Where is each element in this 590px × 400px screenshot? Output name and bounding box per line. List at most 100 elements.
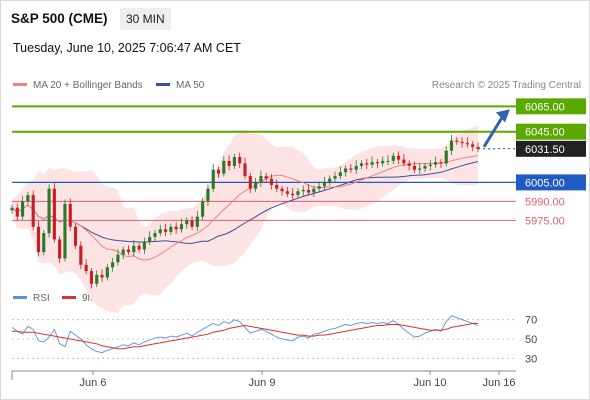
rsi-tick-label: 50 bbox=[525, 334, 537, 346]
candle-body bbox=[243, 163, 247, 177]
candle-body bbox=[370, 162, 374, 165]
candle-body bbox=[254, 182, 258, 189]
candle-body bbox=[386, 160, 390, 162]
candle-body bbox=[285, 191, 289, 194]
candle-body bbox=[344, 168, 348, 173]
candle-body bbox=[264, 176, 268, 179]
level-label-support: 5990.00 bbox=[525, 196, 565, 208]
candle-body bbox=[116, 254, 120, 263]
level-label-bg-last bbox=[516, 140, 586, 157]
level-label-resistance: 6065.00 bbox=[525, 101, 565, 113]
candle-body bbox=[47, 188, 51, 234]
candle-body bbox=[163, 229, 168, 232]
candle-body bbox=[465, 143, 469, 145]
candle-body bbox=[153, 233, 157, 237]
level-label-support: 5975.00 bbox=[525, 215, 565, 227]
candle-body bbox=[227, 160, 231, 166]
candle-body bbox=[449, 140, 454, 151]
candle-body bbox=[222, 160, 226, 174]
candle-body bbox=[280, 188, 284, 192]
candle-body bbox=[158, 229, 162, 234]
bollinger-band bbox=[12, 126, 478, 314]
instrument-title: S&P 500 (CME) bbox=[11, 11, 108, 26]
ma20-swatch bbox=[13, 82, 27, 86]
candle-body bbox=[84, 264, 88, 272]
candle-body bbox=[471, 144, 475, 147]
candle-body bbox=[418, 168, 422, 170]
9ma-swatch bbox=[62, 295, 76, 299]
rsi-tick-label: 30 bbox=[525, 353, 537, 365]
candle-body bbox=[338, 172, 342, 177]
candle-body bbox=[79, 245, 83, 265]
candle-body bbox=[105, 267, 109, 278]
candle-body bbox=[322, 182, 327, 187]
candle-body bbox=[137, 245, 141, 250]
rsi-line bbox=[11, 315, 479, 353]
candle-body bbox=[402, 159, 406, 164]
legend-ma20: MA 20 + Bollinger Bands bbox=[13, 80, 143, 91]
candle-body bbox=[100, 274, 104, 278]
credit-text: Research © 2025 Trading Central bbox=[431, 80, 581, 91]
candle-body bbox=[201, 201, 205, 217]
rsi-legend-label: RSI bbox=[33, 293, 50, 304]
ma50-swatch bbox=[156, 82, 170, 86]
candle-body bbox=[121, 249, 125, 255]
candle-body bbox=[349, 168, 353, 170]
legend-rsi: RSI bbox=[13, 293, 50, 304]
candle-body bbox=[259, 176, 263, 183]
candle-body bbox=[434, 162, 438, 165]
candle-body bbox=[354, 165, 358, 170]
ma20-line bbox=[11, 155, 479, 261]
x-axis-tick-label: Jun 9 bbox=[249, 377, 276, 389]
rsi-tick-label: 70 bbox=[525, 315, 537, 327]
candle-body bbox=[52, 188, 56, 240]
x-axis-tick-label: Jun 10 bbox=[413, 377, 446, 389]
rsi-ma9-line bbox=[12, 323, 478, 350]
level-label-resistance: 6045.00 bbox=[525, 127, 565, 139]
ma50-line bbox=[11, 161, 479, 244]
candle-body bbox=[312, 188, 316, 193]
candle-body bbox=[132, 245, 136, 253]
level-label-pivot: 6005.00 bbox=[525, 177, 565, 189]
candle-body bbox=[396, 155, 401, 160]
candle-body bbox=[359, 163, 364, 166]
x-axis-tick-label: Jun 16 bbox=[482, 377, 515, 389]
candle-body bbox=[460, 141, 464, 144]
candle-body bbox=[36, 226, 41, 253]
candle-body bbox=[291, 193, 295, 196]
candle-body bbox=[333, 176, 337, 179]
candle-body bbox=[439, 162, 443, 164]
candle-body bbox=[142, 241, 146, 250]
legend-ma50: MA 50 bbox=[156, 80, 204, 91]
forecast-arrow-shaft bbox=[482, 113, 506, 148]
candle-body bbox=[73, 226, 78, 246]
candle-body bbox=[89, 271, 94, 284]
level-label-bg-resistance bbox=[516, 98, 586, 115]
candle-body bbox=[63, 203, 67, 259]
candle-body bbox=[126, 249, 131, 253]
candle-body bbox=[206, 188, 210, 202]
candle-body bbox=[476, 146, 480, 149]
candle-body bbox=[195, 216, 199, 227]
candle-body bbox=[15, 207, 19, 217]
rsi-swatch bbox=[13, 295, 27, 299]
ma20-legend-label: MA 20 + Bollinger Bands bbox=[33, 80, 143, 91]
candle-body bbox=[317, 186, 321, 189]
candle-body bbox=[391, 155, 395, 161]
candle-body bbox=[211, 169, 215, 189]
candle-body bbox=[423, 165, 427, 169]
candle-body bbox=[216, 169, 221, 174]
candle-body bbox=[328, 178, 332, 183]
ma50-legend-label: MA 50 bbox=[176, 80, 205, 91]
candle-body bbox=[68, 203, 72, 227]
timeframe-badge[interactable]: 30 MIN bbox=[120, 8, 171, 30]
candle-body bbox=[275, 184, 279, 189]
candle-body bbox=[269, 178, 274, 185]
candle-body bbox=[375, 162, 379, 164]
candle-body bbox=[21, 201, 25, 217]
candle-body bbox=[26, 195, 30, 202]
candle-body bbox=[10, 207, 14, 211]
report-datetime: Tuesday, June 10, 2025 7:06:47 AM CET bbox=[13, 41, 241, 55]
level-label-bg-resistance bbox=[516, 123, 586, 140]
